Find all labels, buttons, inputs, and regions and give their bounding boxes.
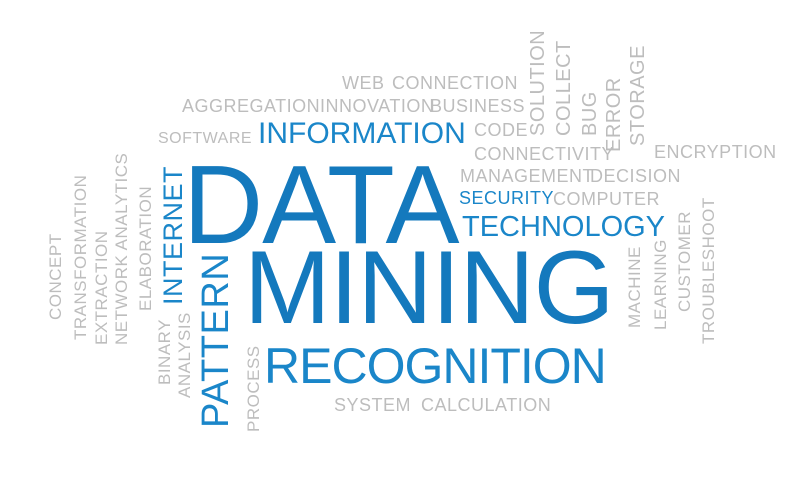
word-business: BUSINESS	[430, 96, 526, 116]
word-internet: INTERNET	[158, 166, 188, 305]
word-security: SECURITY	[459, 188, 555, 208]
word-troubleshoot: TROUBLESHOOT	[699, 197, 718, 344]
word-data: DATA	[183, 143, 460, 267]
word-process: PROCESS	[244, 345, 263, 432]
word-extraction: EXTRACTION	[92, 230, 111, 345]
word-machine: MACHINE	[625, 246, 644, 328]
word-management: MANAGEMENT	[460, 166, 595, 186]
word-storage: STORAGE	[627, 45, 649, 146]
word-connectivity: CONNECTIVITY	[474, 144, 615, 164]
word-innovation: INNOVATION	[320, 96, 435, 116]
word-decision: DECISION	[590, 166, 682, 186]
word-customer: CUSTOMER	[675, 211, 694, 312]
word-solution: SOLUTION	[527, 29, 549, 136]
word-web: WEB	[342, 73, 385, 93]
word-software: SOFTWARE	[158, 130, 253, 147]
word-system: SYSTEM	[334, 395, 412, 415]
word-network-analytics: NETWORK ANALYTICS	[112, 152, 131, 345]
word-computer: COMPUTER	[553, 189, 660, 209]
word-code: CODE	[474, 120, 529, 140]
word-pattern: PATTERN	[195, 252, 237, 428]
word-encryption: ENCRYPTION	[654, 142, 777, 162]
word-connection: CONNECTION	[392, 73, 518, 93]
word-collect: COLLECT	[553, 40, 575, 136]
word-information: INFORMATION	[258, 117, 466, 150]
word-mining: MINING	[244, 230, 615, 346]
word-error: ERROR	[603, 77, 625, 152]
word-transformation: TRANSFORMATION	[71, 174, 90, 340]
word-calculation: CALCULATION	[421, 395, 552, 415]
word-bug: BUG	[579, 91, 601, 136]
word-technology: TECHNOLOGY	[462, 211, 666, 243]
word-analysis: ANALYSIS	[175, 312, 194, 398]
word-aggregation: AGGREGATION	[182, 96, 321, 116]
word-elaboration: ELABORATION	[136, 185, 155, 311]
word-recognition: RECOGNITION	[264, 338, 607, 394]
word-concept: CONCEPT	[46, 233, 65, 320]
word-binary: BINARY	[155, 319, 174, 385]
word-learning: LEARNING	[651, 239, 670, 330]
